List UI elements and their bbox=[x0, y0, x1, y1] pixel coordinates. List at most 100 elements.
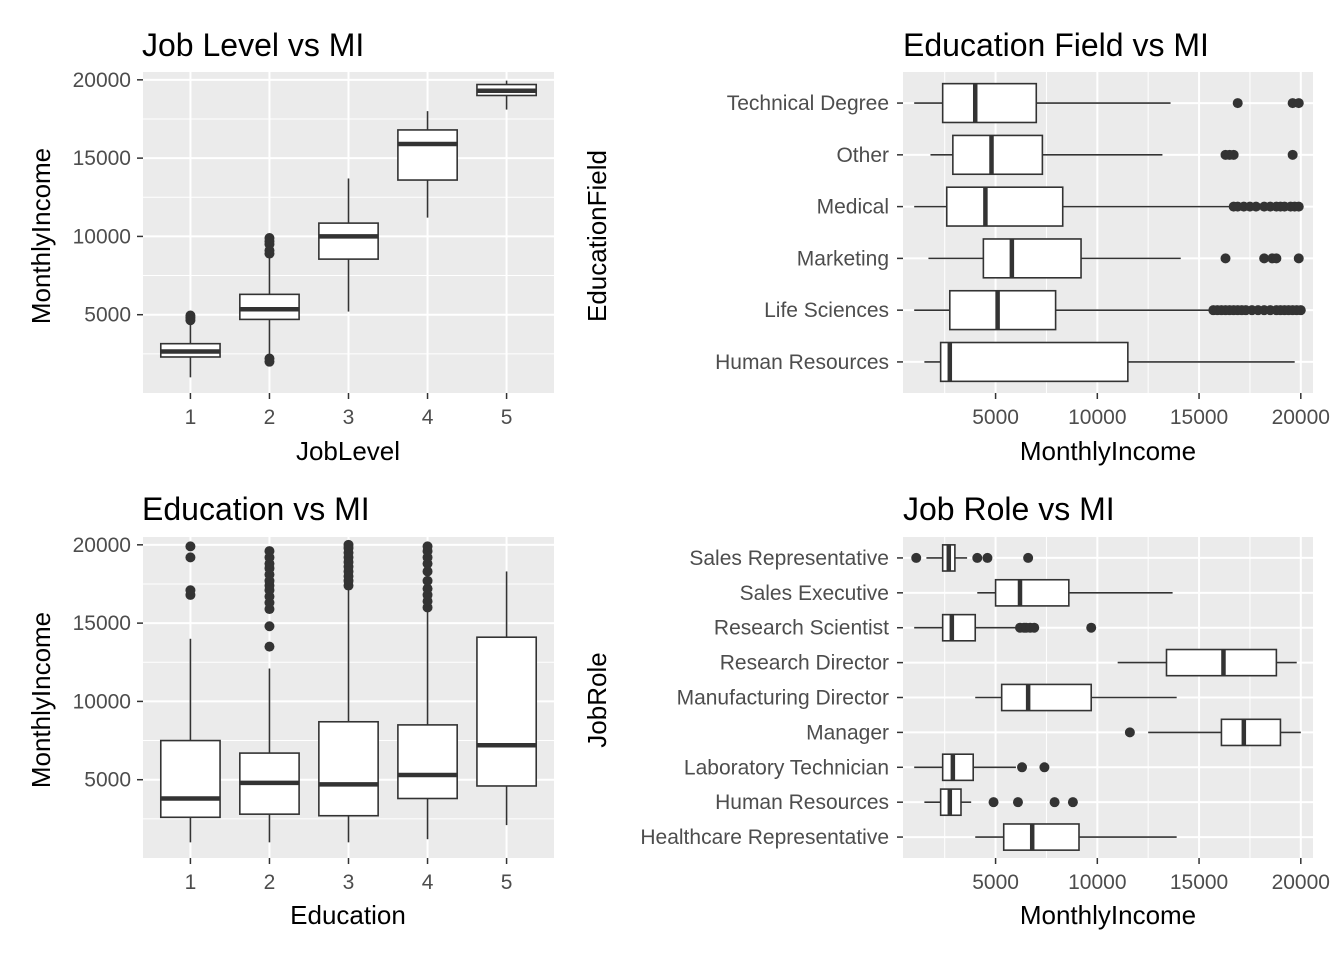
iqr-box bbox=[397, 724, 458, 800]
plot-area: 5000 10000 15000 20000 1 2 3 4 5 bbox=[73, 534, 554, 894]
outlier-point bbox=[1259, 253, 1270, 264]
chart-title: Job Level vs MI bbox=[142, 27, 364, 63]
outlier-point bbox=[972, 552, 983, 563]
iqr-box bbox=[397, 129, 458, 181]
x-tick-label: 2 bbox=[264, 871, 276, 894]
box-3 bbox=[318, 178, 379, 312]
box-1 bbox=[159, 541, 221, 843]
outlier-point bbox=[264, 621, 275, 632]
iqr-box bbox=[994, 578, 1070, 607]
outlier-point bbox=[1271, 253, 1282, 264]
y-tick-label: 20000 bbox=[73, 534, 131, 557]
outlier-point bbox=[1295, 305, 1306, 316]
plot-area: 5000 10000 15000 20000 Healthcare Representa… bbox=[640, 537, 1330, 894]
outlier-point bbox=[1049, 797, 1060, 808]
box-medical bbox=[914, 186, 1304, 227]
x-tick-label: 3 bbox=[343, 406, 355, 429]
y-tick-label: Research Director bbox=[720, 652, 889, 675]
box-2 bbox=[239, 232, 300, 367]
outlier-point bbox=[1029, 622, 1040, 633]
x-axis-title: MonthlyIncome bbox=[1020, 436, 1196, 466]
y-tick-label: Sales Executive bbox=[740, 582, 889, 605]
box-2 bbox=[239, 546, 300, 843]
box-4 bbox=[397, 541, 458, 840]
box-human-resources bbox=[924, 341, 1295, 383]
outlier-point bbox=[1293, 253, 1304, 264]
box-technical-degree bbox=[914, 82, 1304, 124]
x-tick-label: 20000 bbox=[1272, 406, 1330, 429]
x-tick-label: 4 bbox=[422, 871, 434, 894]
y-tick-label: Human Resources bbox=[715, 351, 889, 374]
outlier-point bbox=[1220, 253, 1231, 264]
box-sales-representative bbox=[911, 544, 1034, 572]
x-tick-label: 1 bbox=[185, 871, 197, 894]
outlier-point bbox=[1086, 622, 1097, 633]
box-4 bbox=[397, 111, 458, 218]
outlier-point bbox=[1039, 762, 1050, 773]
y-axis-title: JobRole bbox=[582, 652, 612, 747]
y-tick-label: Research Scientist bbox=[714, 617, 889, 640]
panel-background bbox=[903, 72, 1313, 393]
outlier-point bbox=[422, 566, 433, 577]
iqr-box bbox=[982, 238, 1082, 279]
iqr-box bbox=[318, 720, 379, 817]
iqr-box bbox=[939, 341, 1129, 383]
x-tick-label: 2 bbox=[264, 406, 276, 429]
y-tick-label: Technical Degree bbox=[727, 92, 889, 115]
box-laboratory-technician bbox=[914, 753, 1050, 782]
iqr-box bbox=[476, 636, 538, 787]
iqr-box bbox=[941, 613, 977, 642]
outlier-point bbox=[264, 353, 275, 364]
outlier-point bbox=[185, 585, 196, 596]
outlier-point bbox=[1293, 98, 1304, 109]
y-tick-label: 20000 bbox=[73, 69, 131, 92]
outlier-point bbox=[1017, 762, 1028, 773]
x-tick-label: 5000 bbox=[972, 871, 1019, 894]
chart-job-role-vs-mi: 5000 10000 15000 20000 Healthcare Representa… bbox=[582, 491, 1330, 930]
box-marketing bbox=[928, 238, 1304, 279]
outlier-point bbox=[1251, 201, 1262, 212]
x-axis-title: JobLevel bbox=[296, 436, 400, 466]
box-sales-executive bbox=[977, 578, 1173, 607]
y-tick-label: 10000 bbox=[73, 690, 131, 713]
outlier-point bbox=[422, 583, 433, 594]
chart-education-field-vs-mi: 5000 10000 15000 20000 Human Resources Life S… bbox=[582, 27, 1330, 466]
y-tick-label: Medical bbox=[817, 196, 889, 219]
iqr-box bbox=[1000, 683, 1093, 712]
outlier-point bbox=[1067, 797, 1078, 808]
iqr-box bbox=[159, 739, 221, 819]
box-research-director bbox=[1117, 648, 1297, 677]
x-tick-label: 4 bbox=[422, 406, 434, 429]
chart-education-vs-mi: 5000 10000 15000 20000 1 2 3 4 5 Education vs MI… bbox=[26, 491, 554, 930]
y-tick-label: 5000 bbox=[84, 769, 131, 792]
x-tick-label: 3 bbox=[343, 871, 355, 894]
box-3 bbox=[318, 539, 379, 843]
x-tick-label: 20000 bbox=[1272, 871, 1330, 894]
box-1 bbox=[159, 310, 221, 378]
iqr-box bbox=[1220, 718, 1282, 747]
outlier-point bbox=[422, 541, 433, 552]
y-axis-title: MonthlyIncome bbox=[26, 612, 56, 788]
outlier-point bbox=[185, 552, 196, 563]
y-tick-label: 5000 bbox=[84, 304, 131, 327]
x-tick-label: 15000 bbox=[1170, 406, 1228, 429]
y-tick-label: 15000 bbox=[73, 147, 131, 170]
x-tick-label: 5 bbox=[501, 406, 513, 429]
outlier-point bbox=[1287, 149, 1298, 160]
y-tick-label: Other bbox=[836, 144, 889, 167]
chart-title: Education vs MI bbox=[142, 491, 370, 527]
iqr-box bbox=[941, 82, 1038, 124]
y-tick-label: Manager bbox=[806, 721, 889, 744]
y-tick-label: Human Resources bbox=[715, 791, 889, 814]
y-tick-label: Laboratory Technician bbox=[684, 756, 889, 779]
outlier-point bbox=[1293, 201, 1304, 212]
box-manager bbox=[1124, 718, 1301, 747]
iqr-box bbox=[1002, 823, 1080, 851]
outlier-point bbox=[264, 232, 275, 243]
y-tick-label: Healthcare Representative bbox=[640, 826, 889, 849]
y-tick-label: 15000 bbox=[73, 612, 131, 635]
x-tick-label: 1 bbox=[185, 406, 197, 429]
box-research-scientist bbox=[914, 613, 1097, 642]
plot-area: 5000 10000 15000 20000 Human Resources Life S… bbox=[715, 72, 1330, 429]
y-axis-title: MonthlyIncome bbox=[26, 148, 56, 324]
